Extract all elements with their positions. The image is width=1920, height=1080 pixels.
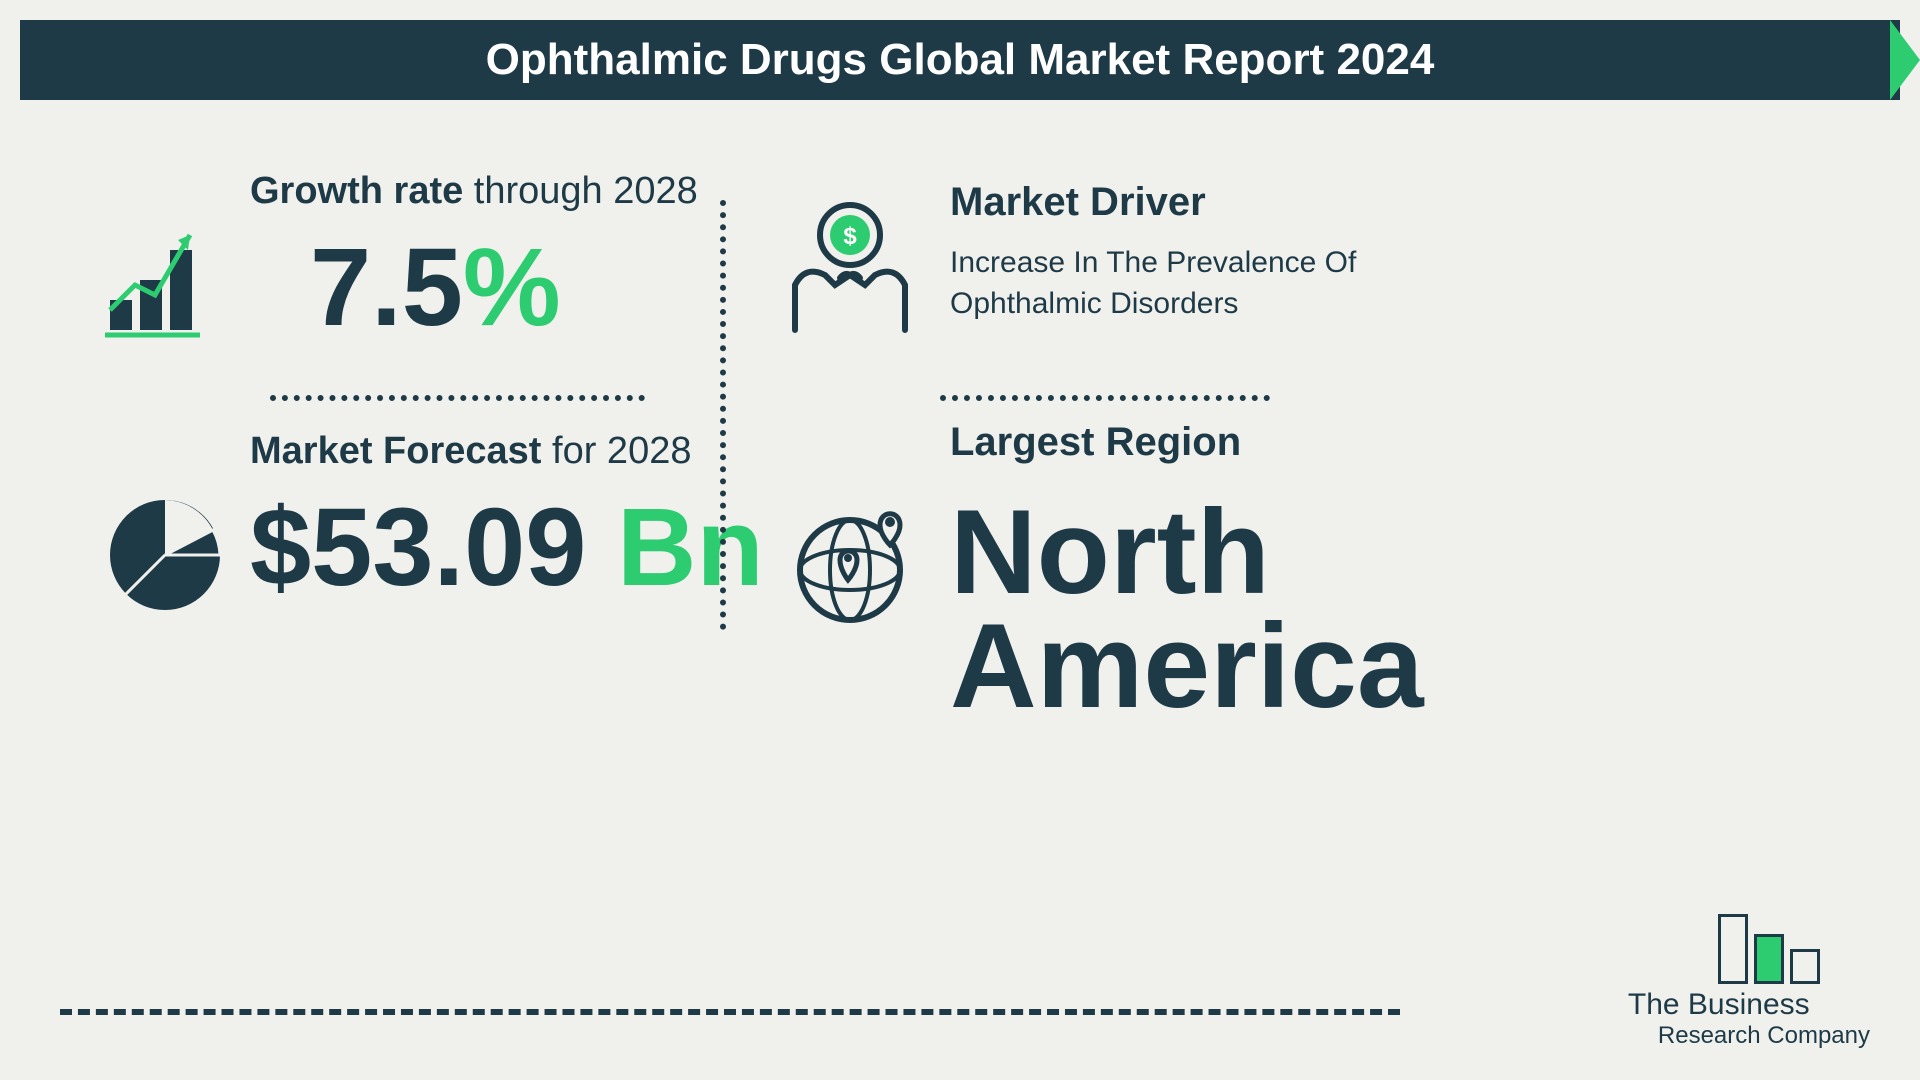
dotted-separator-left xyxy=(270,395,645,401)
forecast-label-bold: Market Forecast xyxy=(250,430,541,472)
logo-bars-icon xyxy=(1718,914,1870,984)
region-value: NorthAmerica xyxy=(950,495,1460,723)
growth-panel: Growth rate through 2028 7.5% xyxy=(100,170,780,343)
company-logo: The Business Research Company xyxy=(1628,914,1870,1050)
forecast-value: $53.09 Bn xyxy=(250,493,780,603)
forecast-value-main: $53.09 xyxy=(250,486,617,609)
dashed-footer-line xyxy=(60,1009,1400,1015)
forecast-label: Market Forecast for 2028 xyxy=(250,430,780,473)
driver-description: Increase In The Prevalence Of Ophthalmic… xyxy=(950,243,1460,324)
growth-label-light: through 2028 xyxy=(463,170,698,212)
region-panel: Largest Region NorthAmerica xyxy=(780,420,1460,723)
growth-label: Growth rate through 2028 xyxy=(250,170,780,213)
forecast-panel: Market Forecast for 2028 $53.09 Bn xyxy=(100,430,780,603)
driver-title: Market Driver xyxy=(950,180,1460,225)
forecast-value-accent: Bn xyxy=(617,486,764,609)
header-banner: Ophthalmic Drugs Global Market Report 20… xyxy=(20,20,1900,100)
forecast-label-light: for 2028 xyxy=(541,430,691,472)
growth-value: 7.5% xyxy=(310,233,780,343)
growth-value-main: 7.5 xyxy=(310,226,463,349)
logo-line2: Research Company xyxy=(1658,1022,1870,1050)
dotted-vertical-divider xyxy=(720,200,726,630)
driver-panel: Market Driver Increase In The Prevalence… xyxy=(780,180,1460,324)
growth-label-bold: Growth rate xyxy=(250,170,463,212)
page-title: Ophthalmic Drugs Global Market Report 20… xyxy=(486,35,1435,85)
logo-line1: The Business xyxy=(1628,988,1870,1022)
growth-value-accent: % xyxy=(463,226,561,349)
dotted-separator-right xyxy=(940,395,1270,401)
region-title: Largest Region xyxy=(950,420,1460,465)
